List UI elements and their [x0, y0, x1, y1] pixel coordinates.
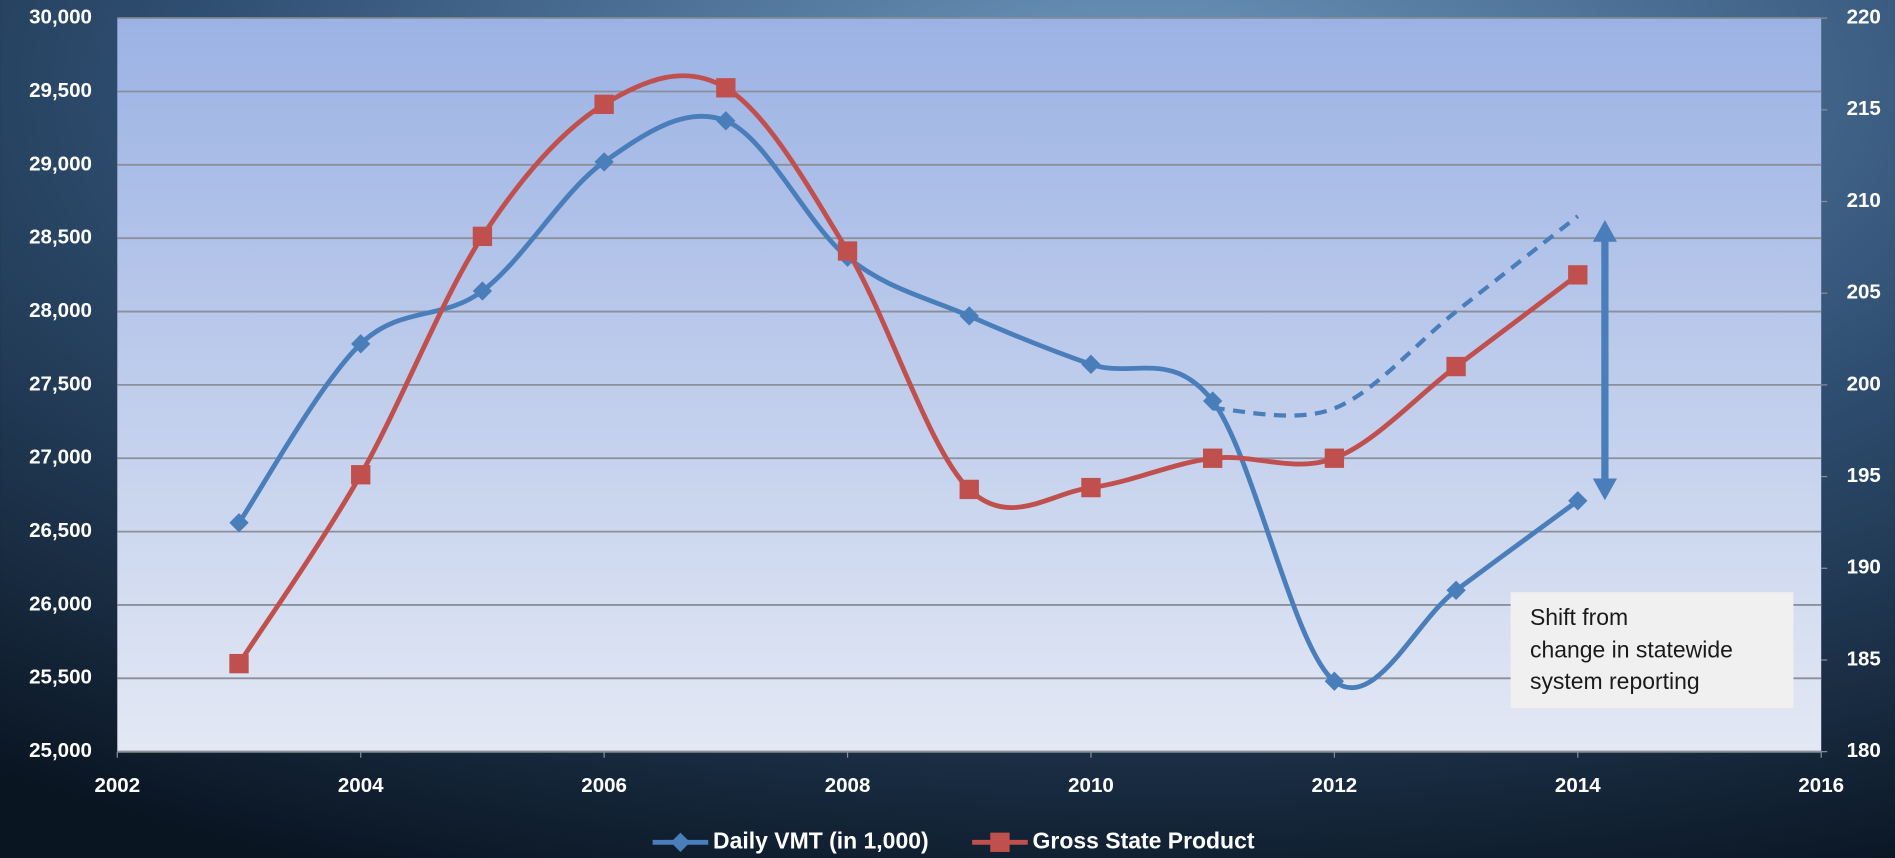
- marker: [1081, 478, 1100, 497]
- x-tick-label: 2008: [825, 774, 871, 797]
- y-tick-label: 25,500: [29, 666, 92, 689]
- y2-tick-label: 195: [1847, 464, 1881, 487]
- annotation: change in statewide: [1530, 636, 1733, 662]
- y2-tick-label: 180: [1847, 739, 1881, 762]
- x-tick-label: 2016: [1798, 774, 1844, 797]
- page: {"chart_data": { "type": "line", "x": [2…: [0, 0, 1895, 858]
- marker: [1446, 357, 1465, 376]
- y2-tick-label: 205: [1847, 281, 1881, 304]
- marker: [229, 654, 248, 673]
- annotation: system reporting: [1530, 668, 1700, 694]
- y-tick-label: 26,500: [29, 519, 92, 542]
- legend-label: Gross State Product: [1033, 827, 1255, 853]
- x-tick-label: 2010: [1068, 774, 1114, 797]
- x-tick-label: 2004: [338, 774, 384, 797]
- marker: [594, 95, 613, 114]
- y-tick-label: 29,000: [29, 152, 92, 175]
- marker: [351, 465, 370, 484]
- marker: [1325, 449, 1344, 468]
- y-tick-label: 25,000: [29, 739, 92, 762]
- marker: [716, 78, 735, 97]
- annotation: Shift from: [1530, 604, 1628, 630]
- marker: [473, 227, 492, 246]
- y-tick-label: 29,500: [29, 79, 92, 102]
- marker: [960, 480, 979, 499]
- legend-label: Daily VMT (in 1,000): [713, 827, 929, 853]
- y-tick-label: 30,000: [29, 6, 92, 29]
- y2-tick-label: 200: [1847, 372, 1881, 395]
- marker: [1568, 265, 1587, 284]
- y2-tick-label: 215: [1847, 97, 1881, 120]
- y2-tick-label: 210: [1847, 189, 1881, 212]
- x-tick-label: 2006: [581, 774, 627, 797]
- marker: [838, 241, 857, 260]
- y2-tick-label: 190: [1847, 556, 1881, 579]
- y-tick-label: 28,500: [29, 226, 92, 249]
- y-tick-label: 28,000: [29, 299, 92, 322]
- chart: Shift from change in statewide system re…: [0, 0, 1895, 858]
- x-tick-label: 2014: [1555, 774, 1601, 797]
- y-tick-label: 26,000: [29, 592, 92, 615]
- y2-tick-label: 185: [1847, 647, 1881, 670]
- y2-tick-label: 220: [1847, 6, 1881, 29]
- y-tick-label: 27,500: [29, 372, 92, 395]
- x-tick-label: 2002: [94, 774, 140, 797]
- x-tick-label: 2012: [1312, 774, 1358, 797]
- marker: [1203, 449, 1222, 468]
- y-tick-label: 27,000: [29, 446, 92, 469]
- legend-marker: [990, 833, 1009, 852]
